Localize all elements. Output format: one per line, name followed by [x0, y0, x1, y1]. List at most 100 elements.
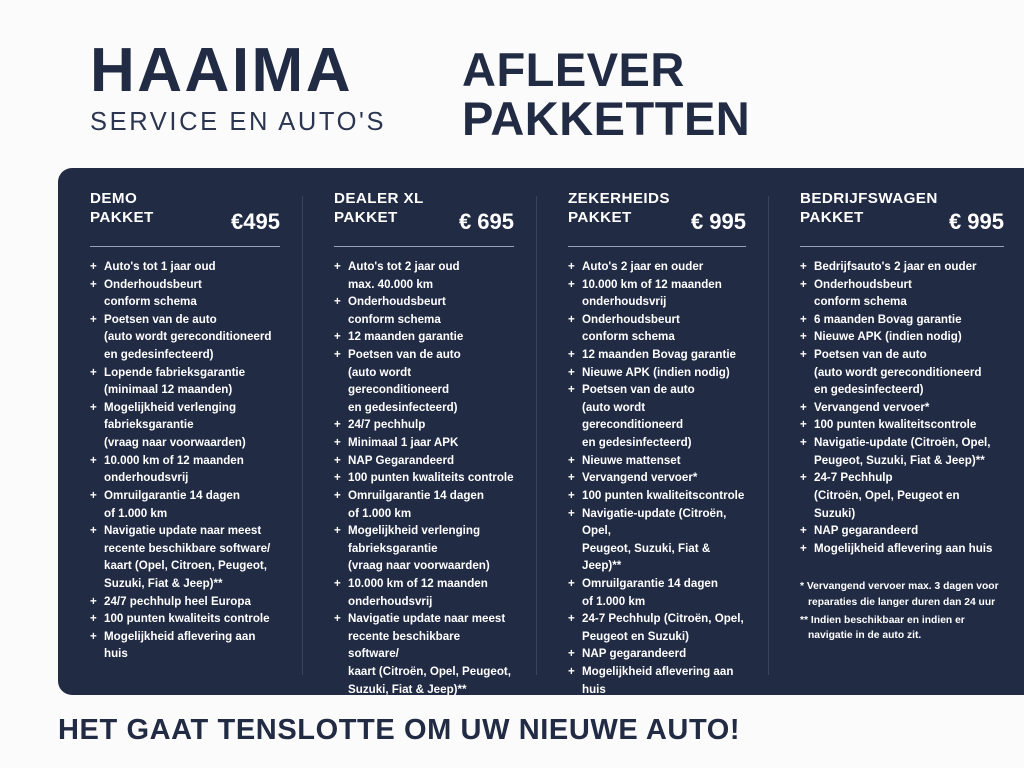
feature-item: + Bedrijfsauto's 2 jaar en ouder — [800, 258, 1004, 276]
feature-item: +6 maanden Bovag garantie — [800, 311, 1004, 329]
package-card-dealer-xl: DEALER XL PAKKET € 695 + Auto's tot 2 jaa… — [302, 190, 536, 695]
plus-icon: + — [334, 576, 341, 590]
package-card-bedrijfswagen: BEDRIJFSWAGEN PAKKET € 995 + Bedrijfsauto… — [768, 190, 1014, 695]
feature-item: + Auto's tot 1 jaar oud — [90, 258, 280, 276]
feature-item: +10.000 km of 12 maanden onderhoudsvrij — [334, 575, 514, 610]
feature-text: Mogelijkheid aflevering aan huis — [104, 629, 256, 661]
feature-text: NAP Gegarandeerd — [348, 453, 455, 467]
feature-text: Poetsen van de auto (auto wordt gerecond… — [814, 348, 982, 397]
plus-icon: + — [334, 453, 341, 467]
plus-icon: + — [90, 488, 97, 502]
feature-text: Nieuwe mattenset — [582, 453, 681, 467]
brand-tagline: SERVICE EN AUTO'S — [90, 107, 387, 136]
feature-text: Auto's tot 1 jaar oud — [104, 260, 216, 273]
feature-item: + NAP gegarandeerd — [800, 522, 1004, 540]
package-card-zekerheids: ZEKERHEIDS PAKKET € 995 + Auto's 2 jaar e… — [536, 190, 768, 695]
feature-text: Navigatie-update (Citroën, Opel, Peugeot… — [582, 506, 727, 573]
package-price: €495 — [231, 209, 280, 234]
plus-icon: + — [800, 436, 807, 450]
feature-text: Nieuwe APK (indien nodig) — [814, 330, 962, 344]
footnote-item: * Vervangend vervoer max. 3 dagen voor r… — [800, 581, 999, 608]
feature-item: +24/7 pechhulp — [334, 416, 514, 434]
feature-text: 100 punten kwaliteitscontrole — [814, 418, 977, 432]
plus-icon: + — [90, 629, 97, 643]
feature-item: + Nieuwe APK (indien nodig) — [800, 328, 1004, 346]
plus-icon: + — [334, 471, 341, 485]
page-title-line-2: PAKKETTEN — [462, 91, 751, 145]
plus-icon: + — [334, 436, 341, 450]
plus-icon: + — [90, 594, 97, 608]
feature-item: +100 punten kwaliteits controle — [334, 469, 514, 487]
package-name: ZEKERHEIDS PAKKET — [568, 190, 670, 226]
footer-slogan: HET GAAT TENSLOTTE OM UW NIEUWE AUTO! — [58, 714, 741, 746]
feature-list: + Bedrijfsauto's 2 jaar en ouder + Onderhou… — [800, 258, 1004, 557]
feature-item: + Vervangend vervoer* — [800, 399, 1004, 417]
feature-text: Auto's 2 jaar en ouder — [582, 260, 704, 273]
feature-item: + Mogelijkheid verlenging fabrieksgaranti… — [90, 399, 280, 452]
plus-icon: + — [568, 488, 575, 502]
feature-text: 10.000 km of 12 maanden onderhoudsvrij — [582, 277, 722, 309]
plus-icon: + — [334, 348, 341, 362]
feature-text: Bedrijfsauto's 2 jaar en ouder — [814, 260, 977, 273]
feature-item: + Poetsen van de auto (auto wordt gerecon… — [90, 311, 280, 364]
plus-icon: + — [90, 524, 97, 538]
feature-text: 24-7 Pechhulp (Citroën, Opel, Peugeot en… — [582, 612, 744, 643]
feature-text: Minimaal 1 jaar APK — [348, 436, 459, 450]
plus-icon: + — [568, 348, 575, 362]
header-divider — [568, 246, 746, 247]
plus-icon: + — [568, 277, 575, 291]
page-header: HAAIMA SERVICE EN AUTO'S AFLEVER PAKKETT… — [0, 0, 1024, 168]
plus-icon: + — [568, 383, 575, 397]
brand-logo: HAAIMA SERVICE EN AUTO'S — [90, 40, 420, 137]
feature-list: + Auto's tot 1 jaar oud + Onderhoudsbeurt c… — [90, 258, 280, 663]
feature-text: Poetsen van de auto (auto wordt gerecond… — [582, 383, 695, 450]
feature-text: Omruilgarantie 14 dagen of 1.000 km — [582, 576, 718, 608]
plus-icon: + — [568, 260, 575, 273]
footnote-list: * Vervangend vervoer max. 3 dagen voor r… — [800, 579, 1004, 644]
plus-icon: + — [334, 612, 341, 626]
feature-item: +10.000 km of 12 maanden onderhoudsvrij — [90, 452, 280, 487]
package-price: € 995 — [690, 209, 746, 234]
feature-text: Mogelijkheid verlenging fabrieksgarantie… — [348, 524, 490, 573]
plus-icon: + — [800, 541, 807, 555]
feature-text: 24-7 Pechhulp (Citroën, Opel, Peugeot en… — [814, 471, 960, 520]
feature-item: + Mogelijkheid aflevering aan huis — [568, 663, 746, 695]
page-title-line-1: AFLEVER — [462, 43, 685, 96]
feature-item: + Minimaal 1 jaar APK — [334, 434, 514, 452]
packages-panel: DEMO PAKKET €495 + Auto's tot 1 jaar oud +… — [58, 168, 1024, 695]
feature-text: 24/7 pechhulp heel Europa — [104, 594, 251, 608]
feature-text: NAP gegarandeerd — [582, 647, 687, 661]
package-price: € 995 — [948, 209, 1004, 234]
feature-text: 12 maanden Bovag garantie — [582, 348, 736, 362]
package-header: DEALER XL PAKKET € 695 — [334, 190, 514, 236]
plus-icon: + — [568, 471, 575, 485]
feature-text: Vervangend vervoer* — [582, 471, 698, 485]
feature-item: + Mogelijkheid verlenging fabrieksgaranti… — [334, 522, 514, 575]
package-card-demo: DEMO PAKKET €495 + Auto's tot 1 jaar oud +… — [58, 190, 302, 695]
plus-icon: + — [568, 665, 575, 679]
plus-icon: + — [90, 312, 97, 326]
plus-icon: + — [334, 330, 341, 344]
feature-item: +10.000 km of 12 maanden onderhoudsvrij — [568, 276, 746, 311]
plus-icon: + — [800, 348, 807, 362]
feature-text: 10.000 km of 12 maanden onderhoudsvrij — [104, 453, 244, 485]
plus-icon: + — [568, 647, 575, 661]
plus-icon: + — [90, 453, 97, 467]
plus-icon: + — [90, 612, 97, 626]
feature-item: + Omruilgarantie 14 dagen of 1.000 km — [568, 575, 746, 610]
feature-item: + Lopende fabrieksgarantie (minimaal 12 m… — [90, 364, 280, 399]
feature-item: + Omruilgarantie 14 dagen of 1.000 km — [90, 487, 280, 522]
plus-icon: + — [568, 365, 575, 379]
plus-icon: + — [334, 418, 341, 432]
feature-text: Nieuwe APK (indien nodig) — [582, 365, 730, 379]
plus-icon: + — [568, 612, 575, 626]
header-divider — [800, 246, 1004, 247]
feature-text: Navigatie-update (Citroën, Opel, Peugeot… — [814, 436, 991, 467]
feature-text: Lopende fabrieksgarantie (minimaal 12 ma… — [104, 365, 246, 397]
plus-icon: + — [568, 506, 575, 520]
feature-item: +12 maanden garantie — [334, 328, 514, 346]
feature-item: + Mogelijkheid aflevering aan huis — [800, 540, 1004, 558]
feature-item: + Poetsen van de auto (auto wordt gerecon… — [334, 346, 514, 416]
feature-item: +24/7 pechhulp heel Europa — [90, 593, 280, 611]
feature-item: +100 punten kwaliteitscontrole — [568, 487, 746, 505]
